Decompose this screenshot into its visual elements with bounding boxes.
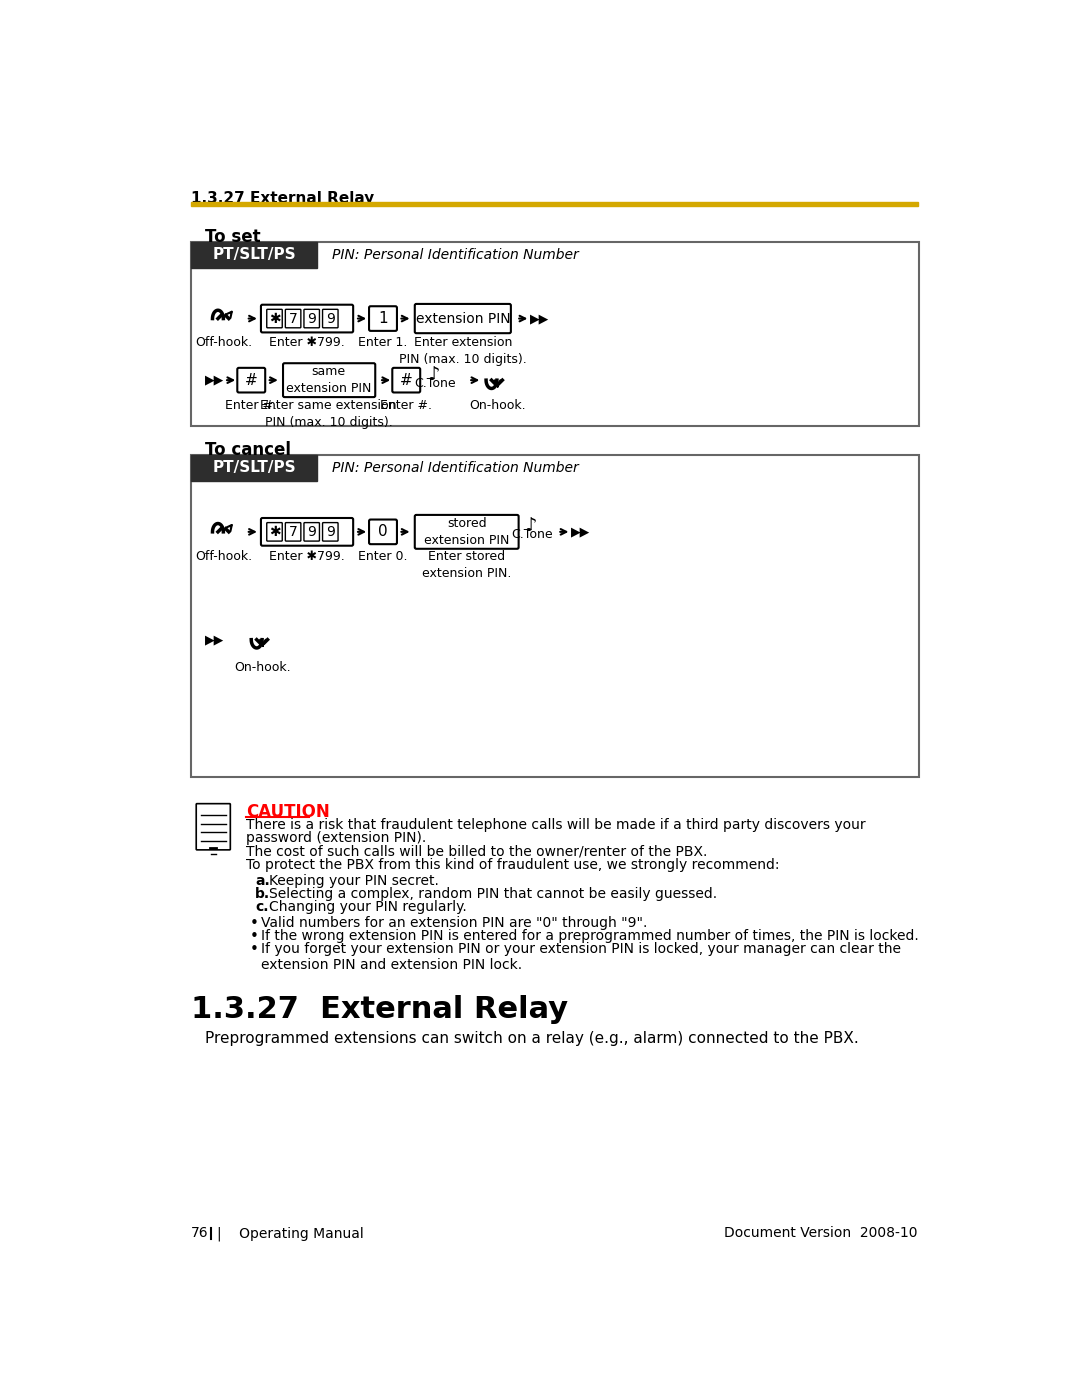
FancyBboxPatch shape <box>415 515 518 549</box>
Text: •: • <box>249 929 258 944</box>
Text: Enter stored
extension PIN.: Enter stored extension PIN. <box>422 550 512 580</box>
Text: C.Tone: C.Tone <box>511 528 553 542</box>
FancyBboxPatch shape <box>267 309 282 328</box>
Text: To cancel: To cancel <box>205 441 291 460</box>
Text: 1: 1 <box>378 312 388 326</box>
Text: To set: To set <box>205 228 260 246</box>
Text: c.: c. <box>255 900 269 914</box>
Bar <box>191 242 919 426</box>
Text: 9: 9 <box>326 312 335 326</box>
Text: ▶▶: ▶▶ <box>205 373 224 387</box>
Text: If you forget your extension PIN or your extension PIN is locked, your manager c: If you forget your extension PIN or your… <box>261 942 902 972</box>
Text: ▶▶: ▶▶ <box>571 525 591 538</box>
FancyBboxPatch shape <box>392 367 420 393</box>
FancyBboxPatch shape <box>285 309 301 328</box>
Text: Keeping your PIN secret.: Keeping your PIN secret. <box>269 873 438 887</box>
FancyBboxPatch shape <box>369 306 397 331</box>
Text: 1.3.27 External Relay: 1.3.27 External Relay <box>191 191 374 205</box>
Bar <box>191 203 918 207</box>
FancyBboxPatch shape <box>323 522 338 541</box>
Text: ▶▶: ▶▶ <box>205 633 224 647</box>
Text: Enter same extension
PIN (max. 10 digits).: Enter same extension PIN (max. 10 digits… <box>260 400 397 429</box>
Text: 7: 7 <box>288 525 297 539</box>
Text: |    Operating Manual: | Operating Manual <box>217 1227 364 1241</box>
Text: ♪: ♪ <box>427 365 440 384</box>
Text: PIN: Personal Identification Number: PIN: Personal Identification Number <box>332 247 579 261</box>
Text: password (extension PIN).: password (extension PIN). <box>246 831 427 845</box>
Text: Changing your PIN regularly.: Changing your PIN regularly. <box>269 900 467 914</box>
Text: On-hook.: On-hook. <box>234 661 292 675</box>
Text: Document Version  2008-10: Document Version 2008-10 <box>725 1227 918 1241</box>
Text: #: # <box>245 373 258 387</box>
FancyBboxPatch shape <box>238 367 266 393</box>
Text: b.: b. <box>255 887 270 901</box>
FancyBboxPatch shape <box>285 522 301 541</box>
FancyBboxPatch shape <box>197 803 230 849</box>
Text: Enter 1.: Enter 1. <box>359 335 407 348</box>
Text: 9: 9 <box>308 525 316 539</box>
Text: •: • <box>249 942 258 957</box>
Text: ♪: ♪ <box>524 515 537 535</box>
Text: ✱: ✱ <box>269 312 281 326</box>
Text: a.: a. <box>255 873 270 887</box>
Text: To protect the PBX from this kind of fraudulent use, we strongly recommend:: To protect the PBX from this kind of fra… <box>246 858 780 872</box>
FancyBboxPatch shape <box>303 309 320 328</box>
Text: 0: 0 <box>378 524 388 539</box>
Text: Enter ✱799.: Enter ✱799. <box>269 550 345 563</box>
Text: Off-hook.: Off-hook. <box>195 550 253 563</box>
Text: The cost of such calls will be billed to the owner/renter of the PBX.: The cost of such calls will be billed to… <box>246 844 707 859</box>
Text: Enter extension
PIN (max. 10 digits).: Enter extension PIN (max. 10 digits). <box>399 335 527 366</box>
Text: 1.3.27  External Relay: 1.3.27 External Relay <box>191 996 568 1024</box>
Text: stored
extension PIN: stored extension PIN <box>424 517 510 546</box>
Text: extension PIN: extension PIN <box>416 312 510 326</box>
Text: ▶▶: ▶▶ <box>530 312 550 326</box>
FancyBboxPatch shape <box>261 305 353 332</box>
FancyBboxPatch shape <box>283 363 375 397</box>
Text: CAUTION: CAUTION <box>246 803 329 821</box>
Text: Enter ✱799.: Enter ✱799. <box>269 335 345 348</box>
Text: 9: 9 <box>326 525 335 539</box>
Text: •: • <box>249 916 258 930</box>
Text: Preprogrammed extensions can switch on a relay (e.g., alarm) connected to the PB: Preprogrammed extensions can switch on a… <box>205 1031 859 1046</box>
Text: Valid numbers for an extension PIN are "0" through "9".: Valid numbers for an extension PIN are "… <box>261 916 648 930</box>
FancyBboxPatch shape <box>323 309 338 328</box>
Text: 7: 7 <box>288 312 297 326</box>
Text: Enter 0.: Enter 0. <box>359 550 408 563</box>
Text: PIN: Personal Identification Number: PIN: Personal Identification Number <box>332 461 579 475</box>
FancyBboxPatch shape <box>369 520 397 545</box>
Text: On-hook.: On-hook. <box>470 400 526 412</box>
Bar <box>191 455 318 481</box>
Text: Enter #.: Enter #. <box>380 400 432 412</box>
Text: There is a risk that fraudulent telephone calls will be made if a third party di: There is a risk that fraudulent telephon… <box>246 819 865 833</box>
FancyBboxPatch shape <box>415 305 511 334</box>
Text: 76: 76 <box>191 1227 208 1241</box>
Text: #: # <box>400 373 413 387</box>
Text: PT/SLT/PS: PT/SLT/PS <box>213 247 296 263</box>
Text: C.Tone: C.Tone <box>414 377 456 390</box>
Bar <box>191 242 318 268</box>
Text: ✱: ✱ <box>269 525 281 539</box>
Text: Enter #.: Enter #. <box>226 400 278 412</box>
Text: Off-hook.: Off-hook. <box>195 335 253 348</box>
Text: 9: 9 <box>308 312 316 326</box>
Bar <box>191 455 919 777</box>
Text: PT/SLT/PS: PT/SLT/PS <box>213 461 296 475</box>
FancyBboxPatch shape <box>261 518 353 546</box>
FancyBboxPatch shape <box>303 522 320 541</box>
Text: Selecting a complex, random PIN that cannot be easily guessed.: Selecting a complex, random PIN that can… <box>269 887 717 901</box>
Text: same
extension PIN: same extension PIN <box>286 365 372 395</box>
FancyBboxPatch shape <box>267 522 282 541</box>
Text: If the wrong extension PIN is entered for a preprogrammed number of times, the P: If the wrong extension PIN is entered fo… <box>261 929 919 943</box>
